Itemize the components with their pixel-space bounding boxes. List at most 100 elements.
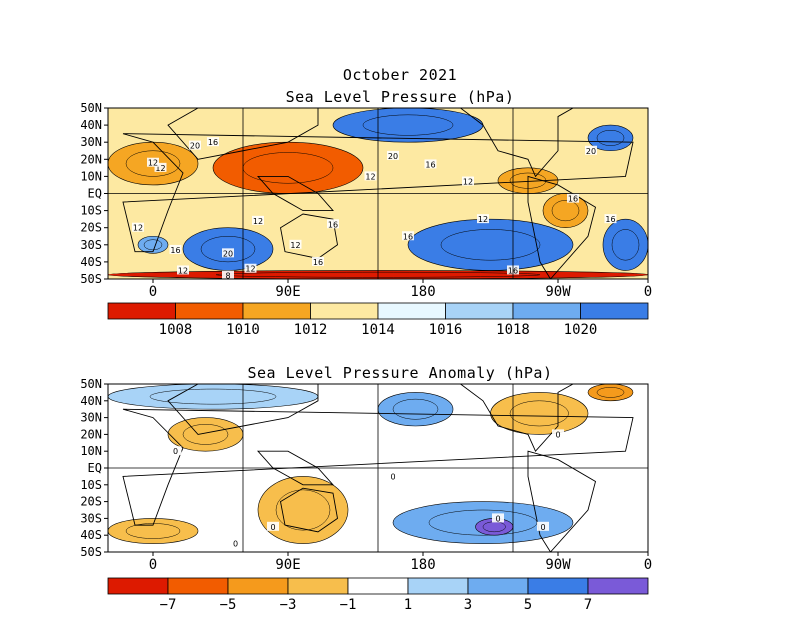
- coastline-0: [167, 108, 319, 160]
- contour-label-bg-0: [169, 446, 182, 456]
- contour-label-bg-16: [604, 214, 617, 224]
- colorbar-swatch-4: [377, 302, 446, 320]
- contour-label-bg-19: [402, 231, 414, 241]
- contour-label-bg-15: [477, 214, 489, 224]
- y-tick-label-3: 20N: [80, 152, 102, 166]
- y-tick-label-7: 20S: [80, 221, 102, 235]
- contour-label-bg-12: [169, 244, 182, 254]
- colorbar-label-5: 1018: [496, 322, 530, 338]
- x-tick-label-2: 180: [410, 284, 435, 300]
- contour-label-12: 16: [170, 246, 180, 255]
- contour-label-21: 12: [245, 265, 255, 274]
- y-tick-label-8: 30S: [80, 238, 102, 252]
- contour-label-18: 20: [586, 147, 596, 156]
- y-tick-label-9: 40S: [80, 528, 102, 542]
- colorbar-swatch-5: [407, 577, 469, 595]
- colorbar-swatch-4: [347, 577, 409, 595]
- y-tick-label-7: 20S: [80, 495, 102, 509]
- contour-label-11: 12: [133, 224, 143, 233]
- x-tick-label-3: 90W: [545, 557, 571, 573]
- y-tick-label-9: 40S: [80, 255, 102, 269]
- x-tick-label-4: 0: [644, 284, 652, 300]
- colorbar-swatch-6: [512, 302, 581, 320]
- y-tick-label-3: 20N: [80, 427, 102, 441]
- colorbar-swatch-8: [587, 577, 649, 595]
- contour-label-bg-21: [244, 263, 257, 273]
- y-tick-label-10: 50S: [80, 272, 102, 286]
- contour-label-5: 16: [425, 160, 435, 169]
- contour-label-17: 16: [568, 195, 578, 204]
- pressure-core-2: [596, 387, 625, 398]
- contour-label-bg-1: [189, 140, 201, 150]
- colorbar-label-6: 5: [524, 597, 532, 613]
- x-tick-label-4: 0: [644, 557, 652, 573]
- contour-label-bg-20: [312, 256, 324, 266]
- contour-label-6: 0: [555, 430, 560, 439]
- contour-label-bg-5: [229, 538, 242, 548]
- colorbar-swatch-6: [467, 577, 529, 595]
- colorbar-swatch-0: [107, 577, 169, 595]
- contour-label-bg-17: [567, 193, 579, 203]
- coastline-3: [122, 133, 634, 253]
- contour-label-3: 12: [148, 159, 158, 168]
- contour-label-5: 0: [233, 540, 238, 549]
- contour-label-bg-0: [154, 162, 167, 172]
- contour-label-bg-23: [222, 270, 234, 279]
- pressure-core-4: [143, 239, 163, 251]
- contour-label-16: 16: [605, 215, 615, 224]
- y-tick-label-0: 50N: [80, 377, 102, 391]
- x-tick-label-0: 0: [149, 284, 157, 300]
- colorbar-1: −7 −5 −3 −1 1 3 5 7: [107, 577, 649, 613]
- pressure-core-3: [509, 400, 569, 427]
- coastline-2: [280, 213, 338, 259]
- chart-title-slp: Sea Level Pressure (hPa): [285, 88, 515, 106]
- contour-label-8: 12: [253, 217, 263, 226]
- x-tick-label-1: 90E: [275, 557, 300, 573]
- coastline-4: [459, 108, 574, 178]
- colorbar-0: 1008 1010 1012 1014 1016 1018 1020: [107, 302, 649, 338]
- x-tick-label-0: 0: [149, 557, 157, 573]
- pressure-core-0: [362, 114, 454, 136]
- contour-label-3: 0: [495, 514, 500, 523]
- coastline-1: [256, 450, 335, 486]
- colorbar-label-2: −3: [280, 597, 297, 613]
- contour-label-bg-6: [552, 429, 564, 439]
- contour-label-19: 16: [403, 232, 413, 241]
- colorbar-swatch-0: [107, 302, 176, 320]
- pressure-core-4: [182, 424, 229, 445]
- pressure-core-8: [125, 523, 181, 539]
- contour-label-23: 8: [225, 272, 230, 281]
- contour-label-bg-10: [327, 219, 339, 229]
- colorbar-label-0: 1008: [159, 322, 193, 338]
- colorbar-label-5: 3: [464, 597, 472, 613]
- contour-label-0: 12: [155, 164, 165, 173]
- colorbar-label-3: −1: [340, 597, 357, 613]
- pressure-core-5: [596, 129, 625, 146]
- y-tick-label-2: 30N: [80, 135, 102, 149]
- contour-label-20: 16: [313, 258, 323, 267]
- y-tick-label-2: 30N: [80, 411, 102, 425]
- map-panel-1: 0 0 0 0 0 0 0 50N 40N 30N 20N 10N EQ 10S 20S 30S 40S 50S 0…: [80, 377, 652, 573]
- contour-label-9: 12: [290, 241, 300, 250]
- pressure-core-1: [440, 229, 541, 261]
- pressure-core-7: [242, 152, 334, 184]
- colorbar-swatch-7: [527, 577, 589, 595]
- y-tick-label-10: 50S: [80, 545, 102, 559]
- colorbar-label-1: −5: [220, 597, 237, 613]
- contour-label-bg-3: [492, 513, 504, 523]
- chart-title-date: October 2021: [342, 66, 458, 84]
- y-tick-label-8: 30S: [80, 511, 102, 525]
- pressure-core-2: [611, 229, 640, 261]
- contour-label-bg-3: [147, 157, 159, 167]
- y-tick-label-4: 10N: [80, 169, 102, 183]
- contour-label-1: 0: [270, 523, 275, 532]
- colorbar-label-4: 1016: [429, 322, 463, 338]
- contour-label-bg-18: [585, 145, 597, 155]
- colorbar-swatch-5: [445, 302, 514, 320]
- contour-label-2: 16: [208, 138, 218, 147]
- contour-label-bg-1: [267, 521, 279, 531]
- contour-label-2: 0: [390, 472, 395, 481]
- contour-label-bg-9: [289, 239, 302, 249]
